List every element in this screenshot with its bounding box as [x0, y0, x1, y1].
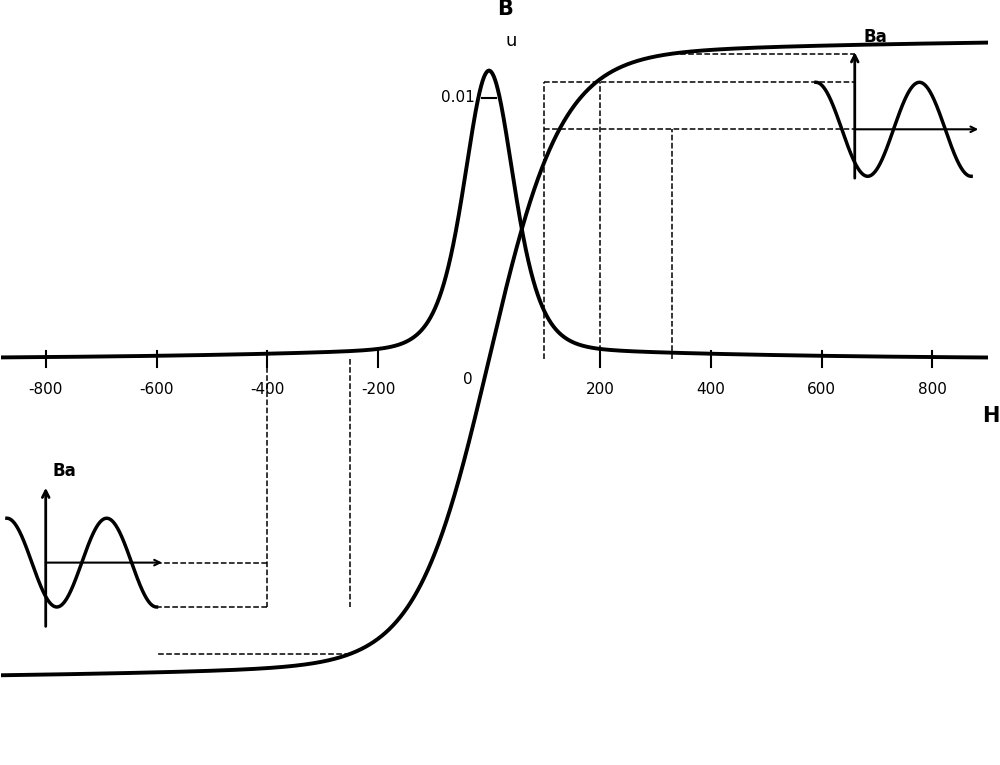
- Text: -400: -400: [250, 382, 285, 398]
- Text: -200: -200: [361, 382, 395, 398]
- Text: Ba: Ba: [52, 462, 76, 480]
- Text: Ba: Ba: [863, 28, 887, 47]
- Text: 200: 200: [585, 382, 614, 398]
- Text: -800: -800: [29, 382, 63, 398]
- Text: 0: 0: [463, 372, 472, 387]
- Text: u: u: [506, 31, 517, 50]
- Text: 600: 600: [807, 382, 836, 398]
- Text: 400: 400: [696, 382, 725, 398]
- Text: 800: 800: [918, 382, 947, 398]
- Text: B: B: [497, 0, 513, 19]
- Text: -600: -600: [139, 382, 174, 398]
- Text: H: H: [982, 406, 999, 426]
- Text: 0.01: 0.01: [441, 90, 475, 106]
